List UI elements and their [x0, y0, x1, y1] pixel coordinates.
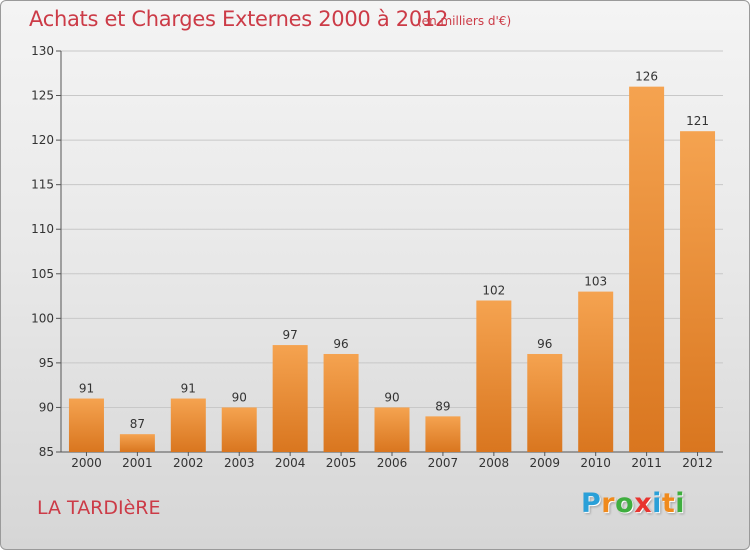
bar-value-label: 87	[130, 417, 145, 431]
bar-value-label: 89	[435, 399, 450, 413]
y-tick-label: 95	[39, 356, 54, 370]
x-tick-label: 2006	[377, 456, 408, 470]
bar-value-label: 91	[181, 382, 196, 396]
bar	[374, 407, 410, 452]
bar	[425, 416, 461, 452]
bar-value-label: 96	[333, 337, 348, 351]
bar	[476, 300, 512, 452]
y-tick-label: 110	[31, 222, 54, 236]
logo-letter: r	[601, 488, 616, 519]
chart-title: Achats et Charges Externes 2000 à 2012	[29, 7, 449, 31]
bar	[272, 345, 308, 452]
bar-value-label: 90	[232, 390, 247, 404]
bar	[629, 86, 665, 453]
x-tick-label: 2002	[173, 456, 204, 470]
x-tick-label: 2009	[529, 456, 560, 470]
y-tick-label: 115	[31, 178, 54, 192]
logo-letter: t	[661, 488, 676, 519]
y-tick-label: 125	[31, 89, 54, 103]
bar	[323, 353, 359, 452]
y-tick-label: 85	[39, 445, 54, 459]
bar	[119, 434, 155, 452]
bar-value-label: 90	[384, 390, 399, 404]
bar	[680, 131, 716, 452]
bar-value-label: 96	[537, 337, 552, 351]
y-tick-label: 120	[31, 133, 54, 147]
x-tick-label: 2004	[275, 456, 306, 470]
x-tick-label: 2008	[479, 456, 510, 470]
y-tick-label: 90	[39, 400, 54, 414]
commune-name: LA TARDIèRE	[37, 497, 161, 519]
bar-value-label: 102	[482, 284, 505, 298]
x-tick-label: 2011	[631, 456, 662, 470]
x-tick-label: 2007	[428, 456, 459, 470]
bar	[68, 398, 104, 452]
bar	[170, 398, 206, 452]
x-tick-label: 2010	[580, 456, 611, 470]
logo-letter: P	[581, 488, 602, 519]
proxiti-logo: Proxiti	[581, 488, 685, 524]
y-tick-label: 130	[31, 44, 54, 58]
bar-value-label: 97	[283, 328, 298, 342]
bar	[221, 407, 257, 452]
logo-letter: o	[615, 488, 635, 519]
x-tick-label: 2005	[326, 456, 357, 470]
labels: 85 90 95 100 105 110 115 120 125 130 91 2000 87 2001 9…	[31, 44, 713, 470]
y-tick-label: 105	[31, 267, 54, 281]
x-tick-label: 2003	[224, 456, 255, 470]
bar	[527, 353, 563, 452]
bars	[68, 86, 716, 453]
x-tick-label: 2012	[682, 456, 713, 470]
bar-value-label: 126	[635, 70, 658, 84]
bar-value-label: 121	[686, 114, 709, 128]
bar-value-label: 103	[584, 275, 607, 289]
y-tick-label: 100	[31, 311, 54, 325]
logo-letter: i	[675, 488, 686, 519]
logo-letter: x	[634, 488, 653, 519]
x-tick-label: 2001	[122, 456, 153, 470]
logo-letter: i	[652, 488, 662, 519]
x-tick-label: 2000	[71, 456, 102, 470]
bar	[578, 291, 614, 452]
bar-value-label: 91	[79, 382, 94, 396]
chart-unit: (en milliers d'€)	[417, 14, 512, 28]
